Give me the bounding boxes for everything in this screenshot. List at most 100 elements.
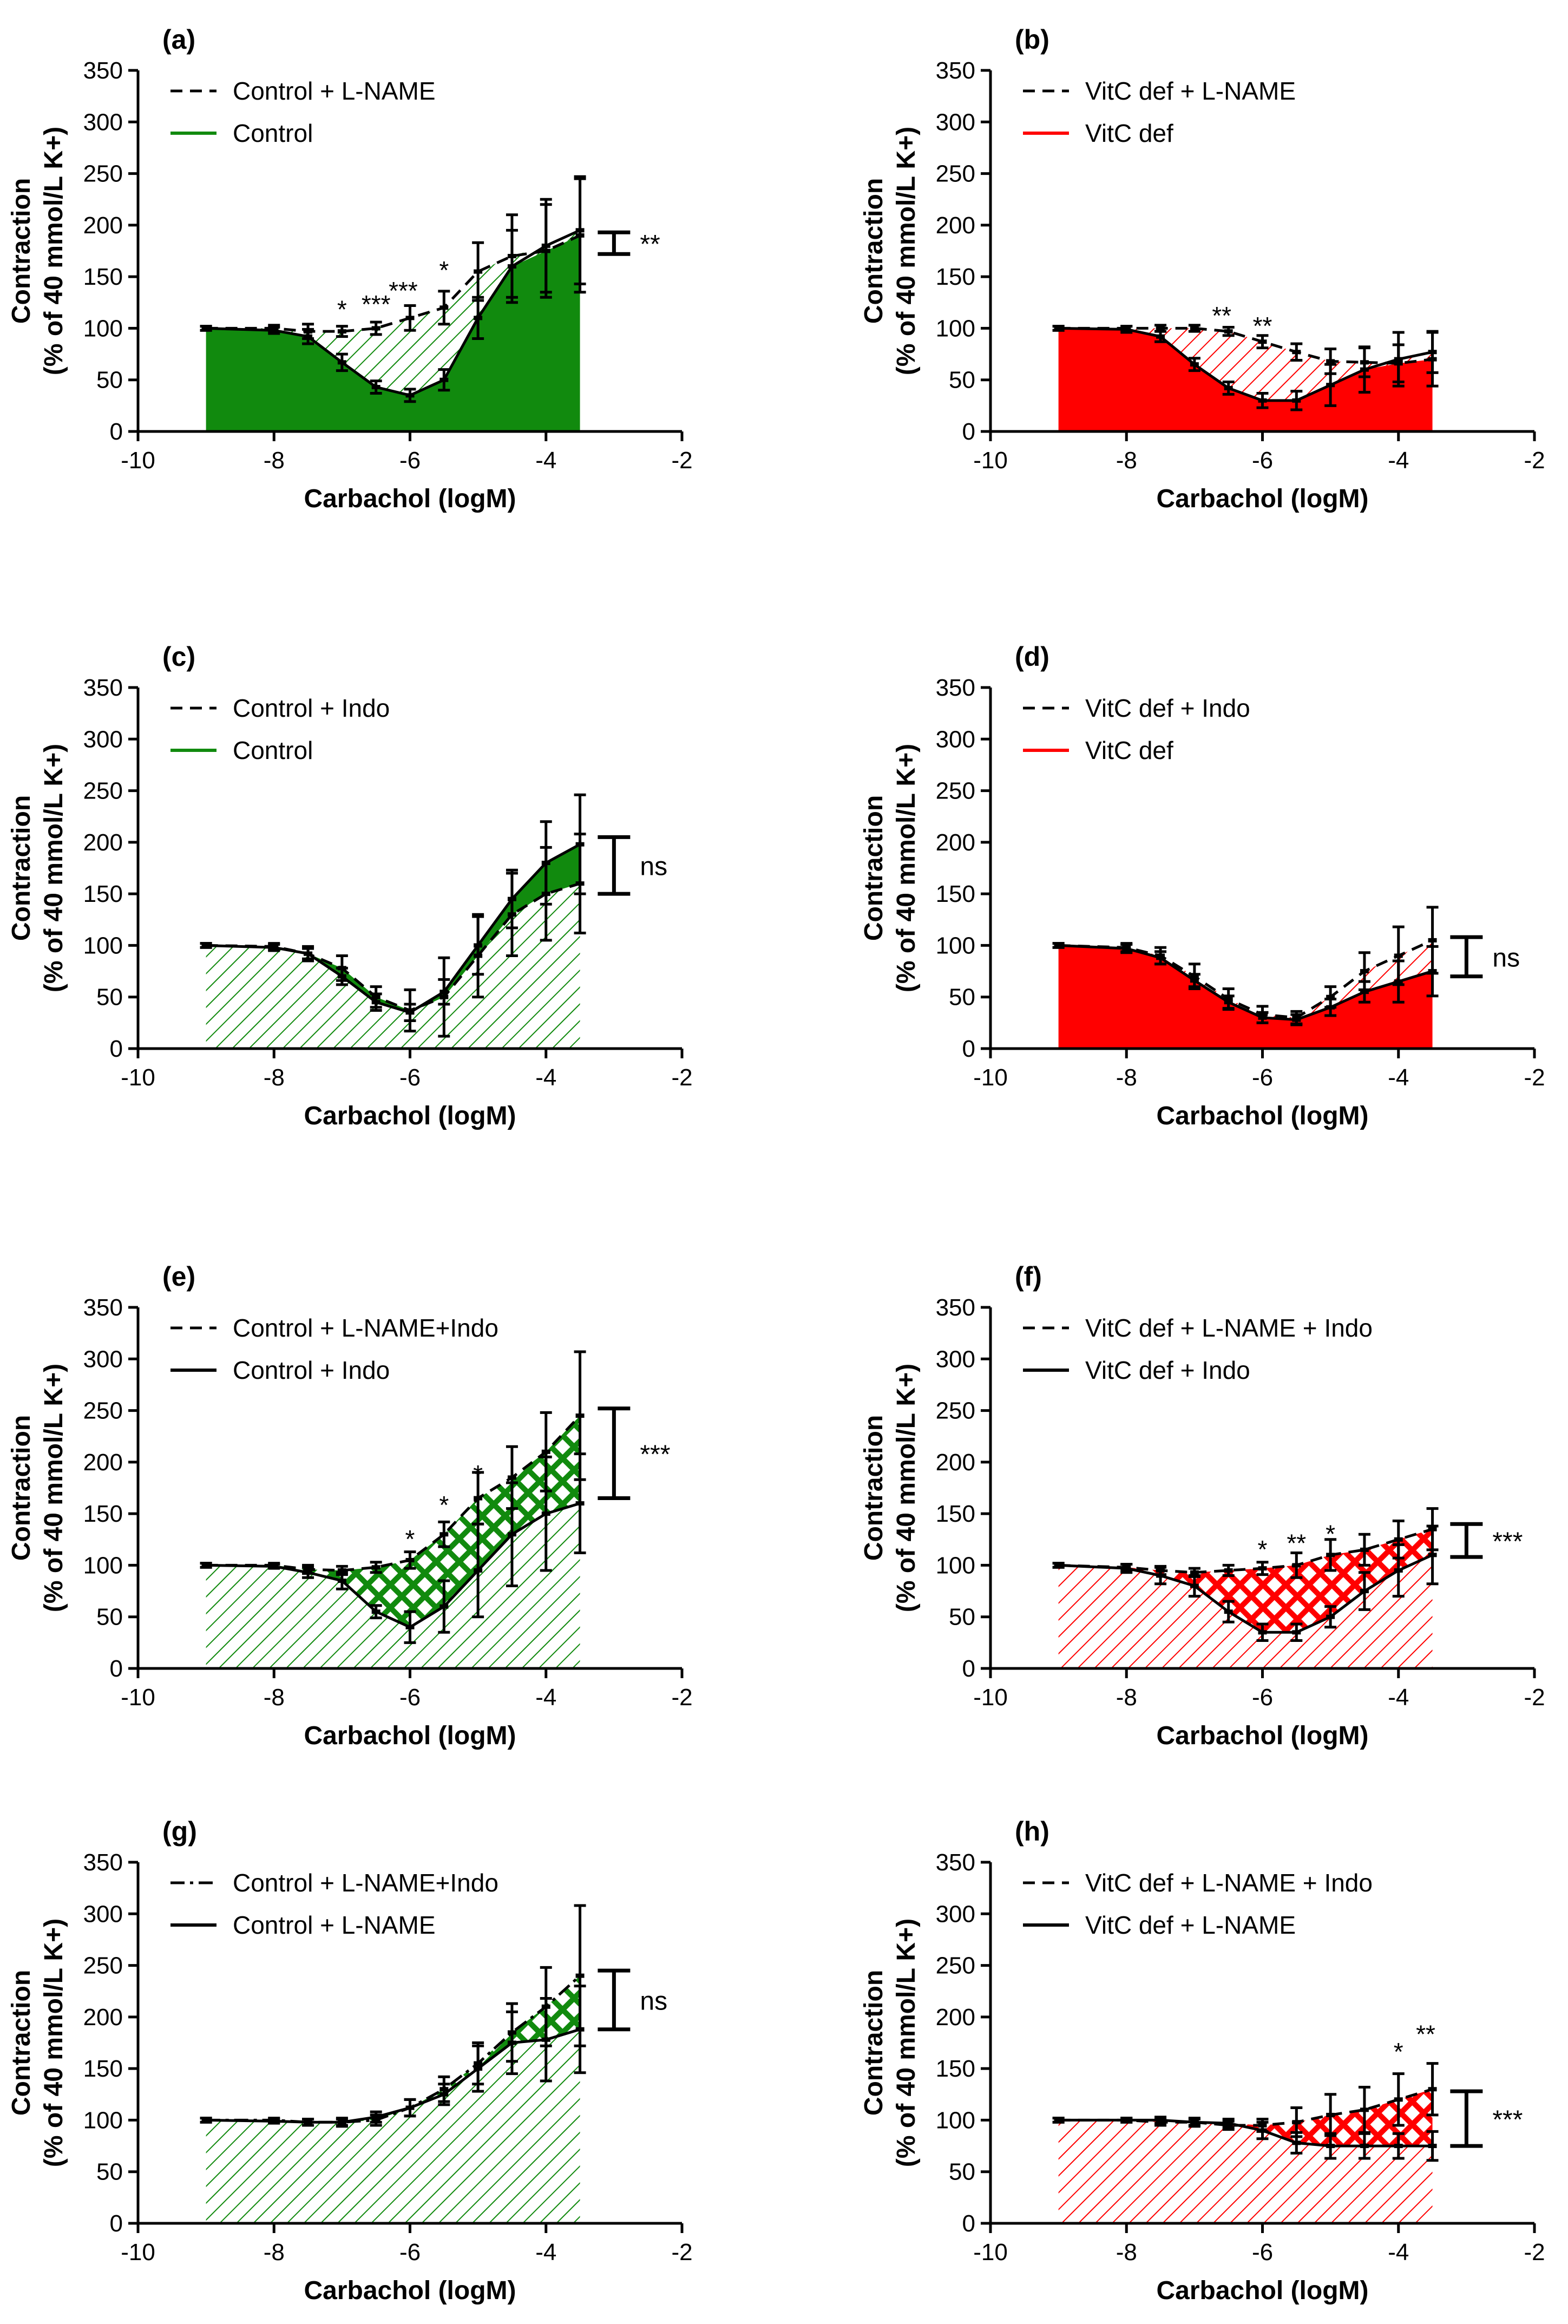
- data-point: [1122, 946, 1131, 951]
- legend-label: VitC def: [1085, 736, 1173, 764]
- data-point: [337, 2120, 346, 2125]
- data-point: [270, 1564, 279, 1569]
- x-axis-label: Carbachol (logM): [1157, 1102, 1369, 1130]
- y-tick-label: 200: [936, 829, 975, 856]
- data-point: [1326, 2144, 1335, 2149]
- y-tick-label: 350: [936, 675, 975, 701]
- x-tick-label: -2: [1524, 1684, 1545, 1711]
- data-point: [1428, 350, 1437, 355]
- significance-star: ***: [389, 277, 418, 305]
- legend-label: VitC def + Indo: [1085, 1356, 1250, 1384]
- y-tick-label: 50: [96, 2159, 123, 2185]
- data-point: [1292, 2120, 1301, 2125]
- area-fill-lower: [206, 235, 580, 431]
- data-point: [1326, 2112, 1335, 2117]
- data-point: [1326, 1005, 1335, 1010]
- significance-star: *: [439, 1491, 449, 1519]
- data-point: [507, 264, 516, 269]
- data-point: [1054, 326, 1063, 331]
- x-axis-label: Carbachol (logM): [1157, 2276, 1369, 2305]
- significance-star: **: [1253, 312, 1272, 340]
- data-point: [1156, 955, 1165, 960]
- y-axis-label: (% of 40 mmol/L K+): [40, 1364, 68, 1612]
- x-tick-label: -4: [1388, 2239, 1409, 2266]
- legend-label: VitC def + L-NAME: [1085, 1911, 1296, 1939]
- data-point: [1326, 383, 1335, 388]
- data-point: [405, 1010, 415, 1015]
- x-tick-label: -2: [1524, 447, 1545, 474]
- y-tick-label: 200: [936, 212, 975, 239]
- legend-label: VitC def: [1085, 119, 1173, 147]
- significance-label: ***: [1492, 1528, 1523, 1556]
- area-fill-lower: [1058, 945, 1433, 1049]
- area-fill-difference: [1058, 940, 1433, 1020]
- area-fill-difference: [206, 1416, 580, 1627]
- y-tick-label: 350: [83, 675, 123, 701]
- y-tick-label: 100: [936, 1552, 975, 1579]
- data-point: [337, 974, 346, 979]
- y-tick-label: 0: [962, 418, 975, 445]
- data-point: [1360, 990, 1369, 994]
- data-point: [1292, 1630, 1301, 1635]
- y-tick-label: 0: [110, 2210, 123, 2237]
- area-fill-lower: [1058, 328, 1433, 431]
- y-tick-label: 50: [96, 367, 123, 394]
- data-point: [337, 1579, 346, 1583]
- y-tick-label: 200: [936, 2004, 975, 2031]
- y-tick-label: 200: [936, 1449, 975, 1476]
- data-point: [1394, 1537, 1403, 1542]
- y-tick-label: 0: [110, 1655, 123, 1682]
- y-axis-label: (% of 40 mmol/L K+): [40, 127, 68, 375]
- legend-label: Control: [233, 736, 313, 764]
- area-fill-lower: [206, 883, 580, 1049]
- data-point: [1326, 1614, 1335, 1619]
- data-point: [1428, 969, 1437, 974]
- data-point: [270, 328, 279, 333]
- y-tick-label: 250: [936, 1398, 975, 1424]
- y-tick-label: 300: [936, 1901, 975, 1927]
- y-tick-label: 150: [936, 2055, 975, 2082]
- significance-star: *: [473, 1460, 483, 1488]
- data-point: [474, 269, 483, 274]
- x-tick-label: -10: [121, 447, 155, 474]
- data-point: [1190, 326, 1199, 331]
- data-point: [1292, 2140, 1301, 2145]
- y-tick-label: 0: [962, 1036, 975, 1062]
- legend-label: VitC def + Indo: [1085, 694, 1250, 722]
- panel-label: (e): [162, 1261, 195, 1292]
- y-tick-label: 250: [83, 1953, 123, 1979]
- data-point: [201, 943, 211, 948]
- significance-star: *: [439, 256, 449, 284]
- data-point: [304, 1570, 313, 1575]
- significance-star: *: [405, 1525, 415, 1553]
- data-point: [474, 943, 483, 948]
- data-point: [1360, 2107, 1369, 2112]
- legend-label: Control + L-NAME: [233, 77, 436, 105]
- data-point: [1326, 359, 1335, 364]
- data-point: [1394, 1568, 1403, 1573]
- x-tick-label: -6: [399, 447, 421, 474]
- data-point: [541, 243, 550, 248]
- data-point: [474, 1568, 483, 1573]
- y-tick-label: 250: [936, 161, 975, 187]
- data-point: [1360, 1547, 1369, 1552]
- data-point: [201, 326, 211, 331]
- x-axis-label: Carbachol (logM): [1157, 1721, 1369, 1750]
- data-point: [201, 1563, 211, 1568]
- y-tick-label: 300: [936, 109, 975, 135]
- panel-label: (d): [1015, 641, 1049, 672]
- data-point: [1190, 1583, 1199, 1588]
- y-tick-label: 150: [83, 264, 123, 290]
- data-point: [1394, 2144, 1403, 2149]
- y-tick-label: 100: [83, 932, 123, 959]
- y-tick-label: 100: [936, 932, 975, 959]
- data-point: [439, 2092, 449, 2097]
- data-point: [1394, 357, 1403, 362]
- x-axis-label: Carbachol (logM): [304, 485, 516, 513]
- data-point: [1190, 978, 1199, 983]
- significance-label: ***: [1492, 2106, 1523, 2135]
- x-tick-label: -8: [264, 1064, 285, 1091]
- data-point: [1360, 969, 1369, 974]
- significance-label: ns: [1492, 944, 1520, 972]
- chart-panel: 0 50 100 150 200 250 300 350 -10 -8 -6 -4 -2 Carbacho…: [7, 1816, 693, 2305]
